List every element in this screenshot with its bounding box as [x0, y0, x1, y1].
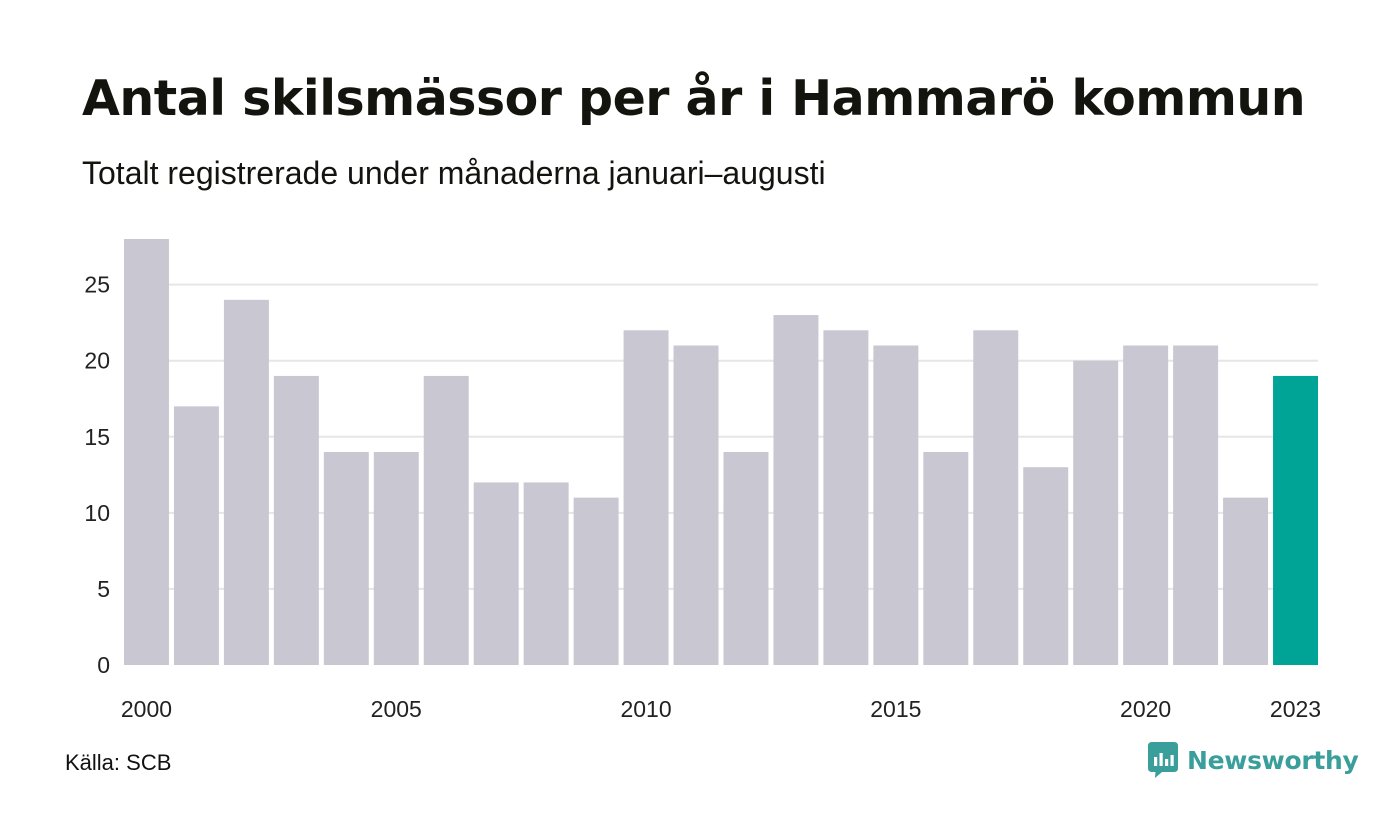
- y-tick-label: 10: [84, 500, 110, 526]
- bar-2014: [823, 330, 869, 665]
- x-axis-ticks: 2000 2005 2010 2015 2020 2023: [121, 696, 1321, 722]
- x-tick-label: 2015: [870, 696, 921, 722]
- bar-2000: [124, 239, 169, 665]
- x-tick-label: 2000: [121, 696, 172, 722]
- x-tick-label: 2023: [1270, 696, 1321, 722]
- bar-2022: [1223, 497, 1269, 665]
- x-tick-label: 2010: [620, 696, 671, 722]
- bar-2020: [1123, 345, 1169, 665]
- brand-name: Newsworthy: [1187, 745, 1359, 775]
- bar-2018: [1023, 467, 1069, 665]
- y-axis-ticks: 0 5 10 15 20 25: [84, 272, 110, 678]
- bar-2010: [623, 330, 669, 665]
- bar-2023: [1273, 375, 1318, 665]
- bar-2007: [473, 482, 519, 665]
- bar-2002: [223, 299, 269, 665]
- source-note: Källa: SCB: [65, 750, 172, 775]
- bar-2016: [923, 452, 969, 665]
- bar-2003: [273, 375, 319, 665]
- bar-2009: [573, 497, 619, 665]
- gridlines: [124, 283, 1318, 590]
- bar-2008: [523, 482, 569, 665]
- chart-title: Antal skilsmässor per år i Hammarö kommu…: [82, 70, 1306, 127]
- brand-logo: Newsworthy: [1148, 742, 1359, 778]
- bar-2005: [373, 452, 419, 665]
- bar-2004: [323, 452, 369, 665]
- bar-2012: [723, 452, 769, 665]
- chart-subtitle: Totalt registrerade under månaderna janu…: [82, 155, 826, 191]
- y-tick-label: 20: [84, 348, 110, 374]
- bar-2015: [873, 345, 919, 665]
- newsworthy-logo-icon: [1148, 742, 1178, 778]
- bar-2001: [173, 406, 219, 665]
- y-tick-label: 15: [84, 424, 110, 450]
- x-tick-label: 2020: [1120, 696, 1171, 722]
- bar-2017: [973, 330, 1019, 665]
- y-tick-label: 5: [97, 576, 110, 602]
- y-tick-label: 0: [97, 652, 110, 678]
- bar-2006: [423, 375, 469, 665]
- bar-2019: [1073, 360, 1119, 665]
- y-tick-label: 25: [84, 272, 110, 298]
- x-tick-label: 2005: [371, 696, 422, 722]
- bar-2021: [1173, 345, 1219, 665]
- bar-2011: [673, 345, 719, 665]
- bars: [124, 239, 1318, 665]
- bar-2013: [773, 315, 819, 665]
